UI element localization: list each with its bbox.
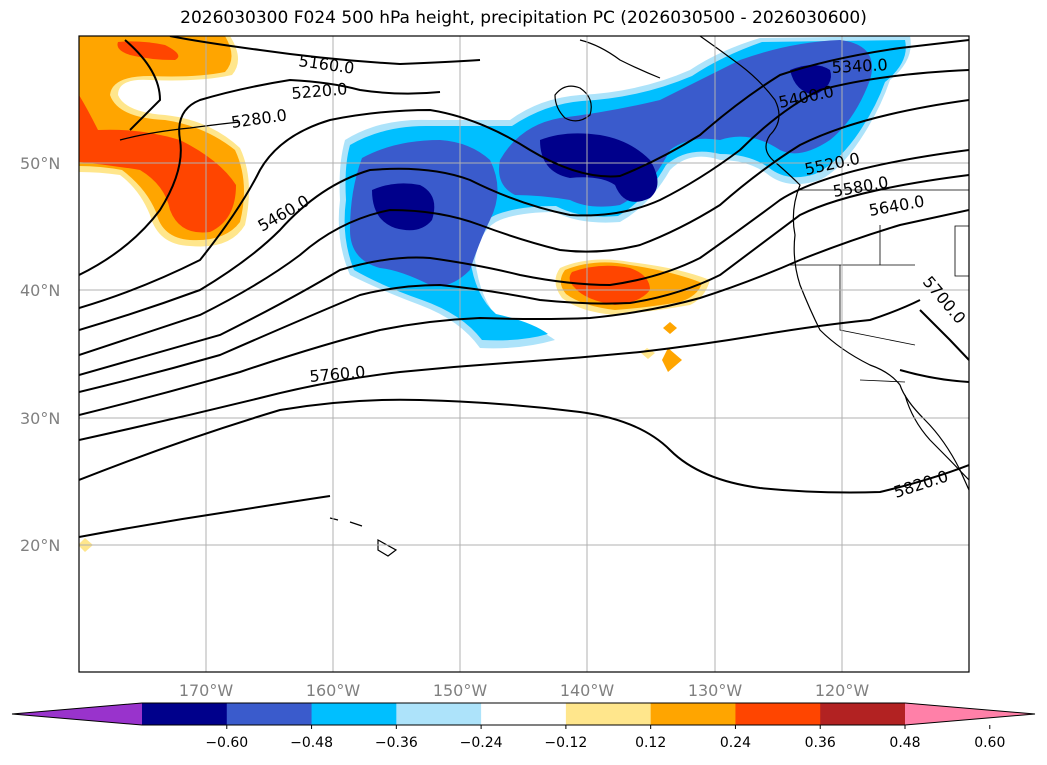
height-contours xyxy=(79,36,969,538)
colorbar-tick-label: −0.48 xyxy=(290,735,333,751)
map-frame xyxy=(78,35,970,673)
lon-label: 140°W xyxy=(560,681,615,700)
coastlines xyxy=(119,36,969,557)
colorbar-ticks: −0.60 −0.48 −0.36 −0.24 −0.12 0.12 0.24 0.36 0.4… xyxy=(205,725,1005,751)
colorbar-tick-label: 0.48 xyxy=(889,735,920,751)
colorbar-tick-label: −0.12 xyxy=(544,735,587,751)
lon-label: 130°W xyxy=(688,681,743,700)
colorbar-segment xyxy=(311,703,397,725)
gridlines xyxy=(79,36,969,672)
positive-anomaly-central xyxy=(79,259,710,552)
lat-label: 50°N xyxy=(20,154,60,173)
colorbar-tick-label: 0.12 xyxy=(635,735,666,751)
political-borders xyxy=(790,189,969,383)
lon-label: 160°W xyxy=(306,681,361,700)
colorbar-segment xyxy=(735,703,821,725)
contour-label: 5340.0 xyxy=(831,55,888,77)
colorbar-segment xyxy=(820,703,906,725)
lon-label: 170°W xyxy=(179,681,234,700)
colorbar-tick-label: −0.24 xyxy=(460,735,503,751)
colorbar-segment xyxy=(142,703,228,725)
colorbar xyxy=(11,702,1036,726)
lat-label: 30°N xyxy=(20,409,60,428)
colorbar-segment xyxy=(226,703,313,725)
longitude-labels: 170°W 160°W 150°W 140°W 130°W 120°W xyxy=(179,681,870,700)
colorbar-segment xyxy=(396,703,482,725)
negative-anomaly-core xyxy=(350,40,872,286)
colorbar-tick-label: −0.36 xyxy=(375,735,418,751)
colorbar-segment xyxy=(650,703,736,725)
colorbar-outline xyxy=(11,702,1036,726)
colorbar-segment xyxy=(565,703,652,725)
latitude-labels: 50°N 40°N 30°N 20°N xyxy=(20,154,60,555)
contour-label: 5220.0 xyxy=(291,79,348,103)
colorbar-tick-label: 0.24 xyxy=(720,735,751,751)
colorbar-tick-label: 0.36 xyxy=(805,735,836,751)
map-title: 2026030300 F024 500 hPa height, precipit… xyxy=(180,8,867,28)
lon-label: 150°W xyxy=(433,681,488,700)
contour-label: 5760.0 xyxy=(309,362,366,386)
lat-label: 40°N xyxy=(20,281,60,300)
lon-label: 120°W xyxy=(815,681,870,700)
colorbar-extension-low xyxy=(12,703,142,725)
colorbar-segment xyxy=(481,703,567,725)
map-plot-area: 5160.0 5220.0 5280.0 5340.0 5400.0 5460.… xyxy=(79,36,969,672)
colorbar-tick-label: 0.60 xyxy=(974,735,1005,751)
lat-label: 20°N xyxy=(20,536,60,555)
colorbar-extension-high xyxy=(905,703,1035,725)
colorbar-tick-label: −0.60 xyxy=(205,735,248,751)
